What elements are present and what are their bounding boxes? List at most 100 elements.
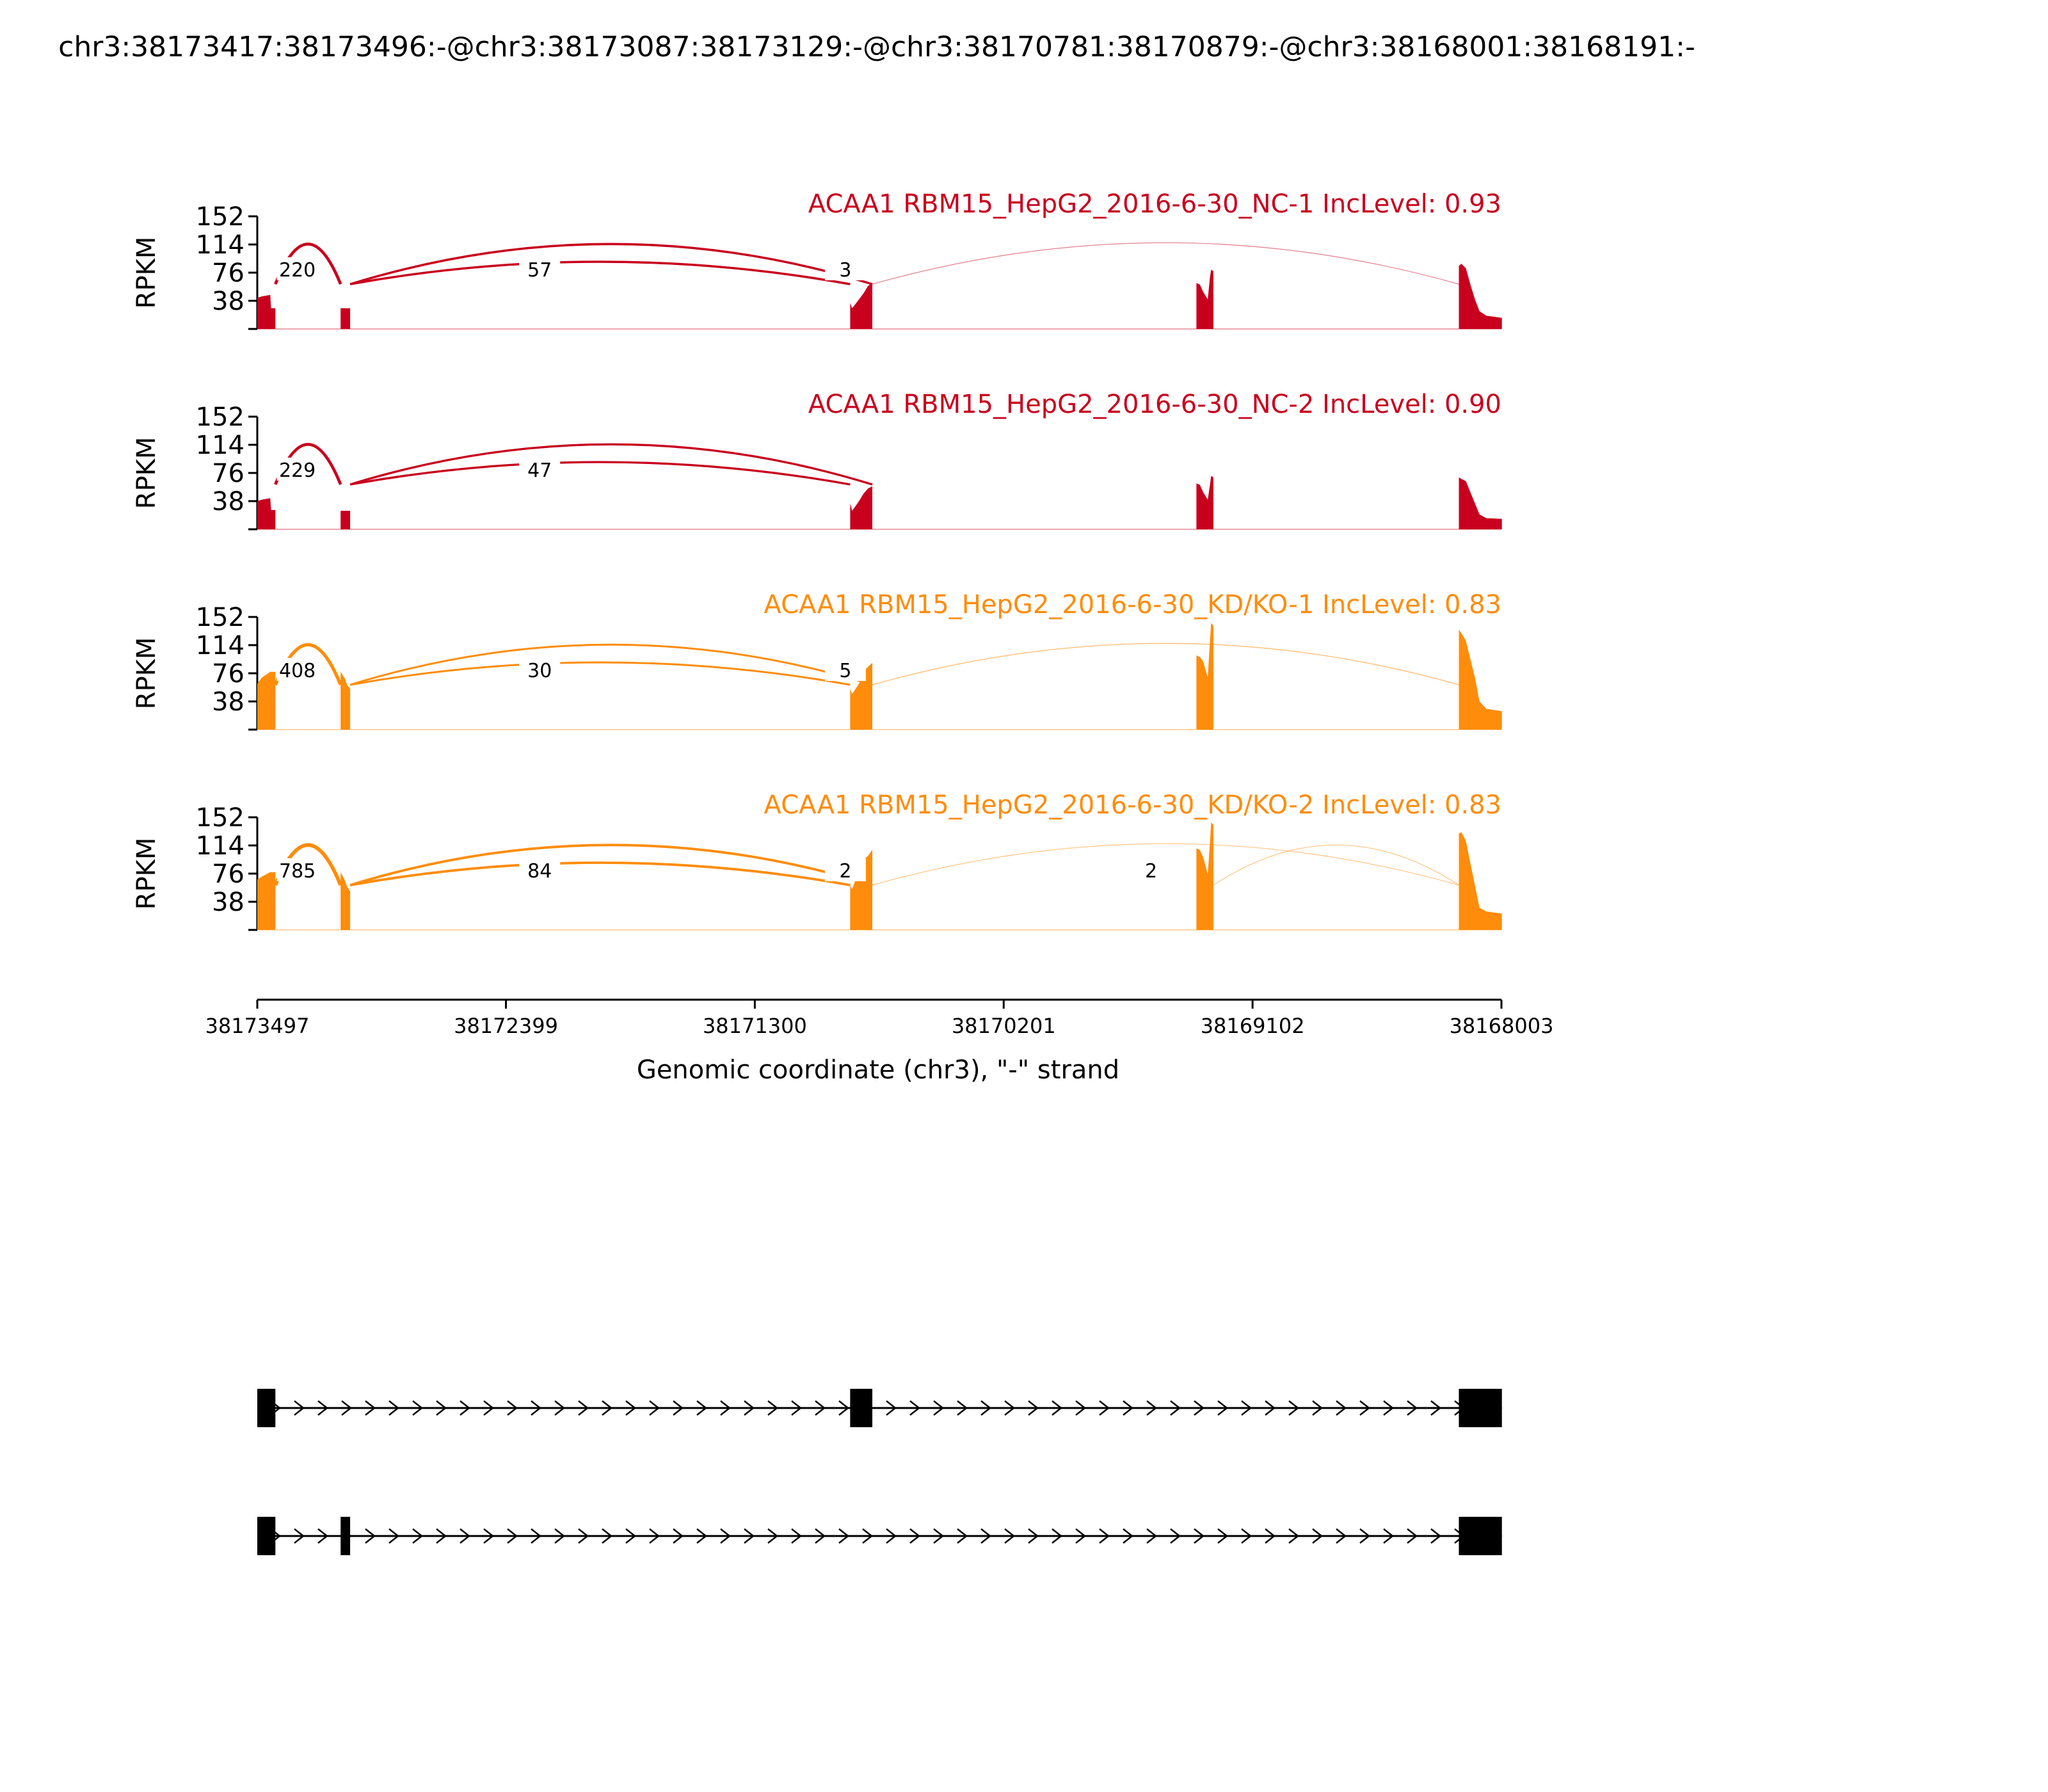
strand-chevron bbox=[412, 1528, 424, 1544]
strand-chevron bbox=[1383, 1528, 1395, 1544]
strand-chevron bbox=[1407, 1400, 1418, 1416]
coverage-block bbox=[1196, 269, 1213, 329]
strand-chevron bbox=[436, 1400, 447, 1416]
strand-chevron bbox=[933, 1400, 945, 1416]
y-tick-label: 38 bbox=[212, 287, 244, 316]
exon-block bbox=[257, 1517, 276, 1555]
junction-count-bg bbox=[519, 658, 561, 681]
strand-chevron bbox=[1312, 1528, 1324, 1544]
strand-chevron bbox=[388, 1400, 400, 1416]
strand-chevron bbox=[767, 1400, 779, 1416]
strand-chevron bbox=[602, 1400, 613, 1416]
strand-chevron bbox=[1430, 1528, 1442, 1544]
strand-chevron bbox=[625, 1400, 637, 1416]
y-tick-label: 38 bbox=[212, 888, 244, 917]
coverage-block bbox=[340, 872, 351, 930]
coverage-block bbox=[340, 511, 351, 529]
y-tick-label: 114 bbox=[196, 431, 244, 460]
strand-chevron bbox=[720, 1400, 732, 1416]
strand-chevron bbox=[909, 1528, 921, 1544]
junction-count-label: 47 bbox=[527, 460, 552, 482]
junction-count-bg bbox=[824, 658, 866, 681]
strand-chevron bbox=[1170, 1400, 1181, 1416]
track-label: ACAA1 RBM15_HepG2_2016-6-30_KD/KO-2 IncL… bbox=[764, 790, 1502, 820]
strand-chevron bbox=[1383, 1400, 1395, 1416]
junction-count-bg bbox=[276, 458, 318, 481]
track-panel-4: ACAA1 RBM15_HepG2_2016-6-30_KD/KO-2 IncL… bbox=[132, 790, 1502, 931]
strand-chevron bbox=[767, 1528, 779, 1544]
strand-chevron bbox=[1146, 1400, 1158, 1416]
strand-chevron bbox=[673, 1400, 684, 1416]
strand-chevron bbox=[1336, 1528, 1347, 1544]
strand-chevron bbox=[436, 1528, 447, 1544]
strand-chevron bbox=[1265, 1400, 1276, 1416]
strand-chevron bbox=[696, 1400, 708, 1416]
strand-chevron bbox=[1359, 1528, 1371, 1544]
coverage-block bbox=[1459, 832, 1502, 930]
junction-count-bg bbox=[276, 858, 318, 881]
junction-count-label: 408 bbox=[279, 660, 316, 682]
y-tick-label: 76 bbox=[212, 860, 244, 889]
strand-chevron bbox=[838, 1400, 850, 1416]
coverage-block bbox=[257, 671, 276, 730]
track-label: ACAA1 RBM15_HepG2_2016-6-30_KD/KO-1 IncL… bbox=[764, 590, 1502, 620]
strand-chevron bbox=[1052, 1528, 1063, 1544]
junction-arc bbox=[349, 260, 851, 285]
x-tick-label: 38171300 bbox=[703, 1014, 807, 1038]
strand-chevron bbox=[744, 1400, 755, 1416]
strand-chevron bbox=[1052, 1400, 1063, 1416]
y-tick-label: 152 bbox=[196, 202, 244, 232]
strand-chevron bbox=[791, 1400, 803, 1416]
y-tick-label: 152 bbox=[196, 803, 244, 833]
junction-count-label: 84 bbox=[527, 860, 552, 883]
strand-chevron bbox=[862, 1528, 874, 1544]
track-panel-1: ACAA1 RBM15_HepG2_2016-6-30_NC-1 IncLeve… bbox=[132, 189, 1502, 330]
strand-chevron bbox=[1146, 1528, 1158, 1544]
track-label: ACAA1 RBM15_HepG2_2016-6-30_NC-1 IncLeve… bbox=[808, 189, 1501, 219]
genomic-x-axis: 38173497 38172399 38171300 38170201 38169102… bbox=[205, 998, 1553, 1038]
junction-count-bg bbox=[824, 257, 866, 280]
y-tick-label: 152 bbox=[196, 603, 244, 632]
exon-block bbox=[850, 1389, 873, 1427]
strand-chevron bbox=[1312, 1400, 1324, 1416]
junction-arc bbox=[872, 643, 1459, 685]
strand-chevron bbox=[625, 1528, 637, 1544]
coverage-block bbox=[850, 283, 872, 329]
strand-chevron bbox=[1123, 1528, 1134, 1544]
junction-count-bg bbox=[519, 257, 561, 280]
coverage-block bbox=[1459, 264, 1502, 329]
strand-chevron bbox=[1288, 1400, 1300, 1416]
x-tick-label: 38172399 bbox=[454, 1014, 558, 1038]
strand-chevron bbox=[317, 1528, 329, 1544]
junction-count-label: 785 bbox=[279, 860, 316, 883]
exon-block bbox=[1459, 1389, 1502, 1427]
junction-count-bg bbox=[276, 658, 318, 681]
strand-chevron bbox=[531, 1528, 542, 1544]
strand-chevron bbox=[483, 1400, 495, 1416]
strand-chevron bbox=[1075, 1528, 1087, 1544]
strand-chevron bbox=[815, 1528, 826, 1544]
strand-chevron bbox=[1004, 1400, 1016, 1416]
strand-chevron bbox=[815, 1400, 826, 1416]
strand-chevron bbox=[886, 1528, 897, 1544]
strand-chevron bbox=[554, 1528, 566, 1544]
junction-count-bg bbox=[824, 858, 866, 881]
strand-chevron bbox=[957, 1528, 968, 1544]
coverage-block bbox=[1459, 477, 1502, 529]
strand-chevron bbox=[317, 1400, 329, 1416]
strand-chevron bbox=[460, 1528, 471, 1544]
strand-chevron bbox=[980, 1400, 992, 1416]
strand-chevron bbox=[483, 1528, 495, 1544]
junction-count-bg bbox=[519, 858, 561, 881]
junction-count-label: 57 bbox=[527, 259, 552, 282]
junction-count-label: 2 bbox=[839, 860, 851, 883]
junction-arc bbox=[349, 844, 873, 886]
strand-chevron bbox=[1123, 1400, 1134, 1416]
strand-chevron bbox=[957, 1400, 968, 1416]
coverage-block bbox=[1196, 822, 1213, 930]
strand-chevron bbox=[1004, 1528, 1016, 1544]
junction-arc bbox=[349, 243, 873, 285]
strand-chevron bbox=[341, 1400, 353, 1416]
coverage-block bbox=[257, 294, 276, 329]
